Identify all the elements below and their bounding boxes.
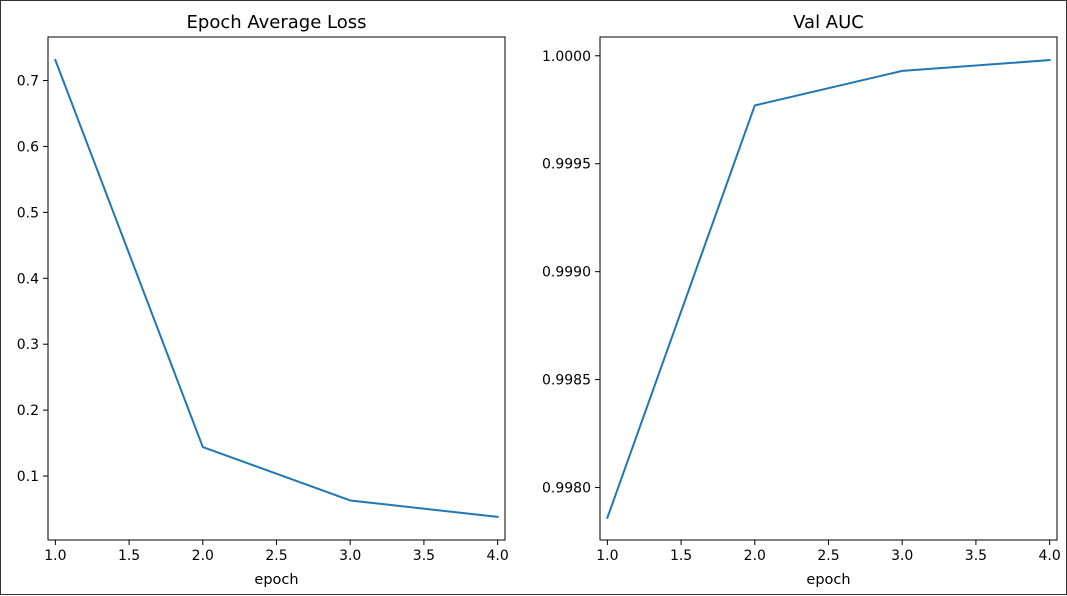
auc-chart-plot-area: [599, 36, 1058, 541]
loss-chart: Epoch Average Loss epoch 1.0 1.5 2.0 2.5 3.0…: [17, 12, 509, 588]
loss-chart-xtick-label: 2.0: [192, 548, 214, 564]
auc-chart-xtick-label: 3.5: [965, 548, 987, 564]
auc-chart-xtick-label: 3.0: [891, 548, 913, 564]
auc-chart-ytick-label: 0.9995: [542, 157, 591, 173]
loss-chart-xtick-label: 3.0: [339, 548, 361, 564]
loss-chart-xlabel: epoch: [254, 572, 298, 588]
auc-chart-xtick-label: 2.5: [817, 548, 839, 564]
auc-chart-ytick-label: 0.9980: [542, 481, 591, 497]
loss-chart-xtick-label: 4.0: [486, 548, 508, 564]
loss-chart-ytick-label: 0.3: [17, 337, 39, 353]
loss-chart-xtick-label: 1.5: [118, 548, 140, 564]
loss-chart-ytick-label: 0.2: [17, 403, 39, 419]
auc-chart-xtick-label: 2.0: [744, 548, 766, 564]
auc-chart-ytick-label: 1.0000: [542, 49, 591, 65]
loss-chart-series-line: [54, 58, 499, 519]
auc-chart-xtick-label: 1.5: [670, 548, 692, 564]
loss-chart-ytick-label: 0.4: [17, 271, 39, 287]
loss-chart-ytick-label: 0.1: [17, 469, 39, 485]
auc-chart: Val AUC epoch 1.0 1.5 2.0 2.5 3.0 3.5 4.0 0.998…: [542, 12, 1061, 588]
loss-chart-ytick-label: 0.6: [17, 139, 39, 155]
loss-chart-xtick-label: 2.5: [265, 548, 287, 564]
loss-chart-ytick-label: 0.5: [17, 205, 39, 221]
loss-chart-marks: 1.0 1.5 2.0 2.5 3.0 3.5 4.0 0.1 0.2 0.3 0.4 0.5 0.6 0…: [17, 58, 509, 564]
auc-chart-xtick-label: 1.0: [596, 548, 618, 564]
auc-chart-series-line: [606, 59, 1051, 520]
auc-chart-ytick-label: 0.9985: [542, 373, 591, 389]
loss-chart-ytick-label: 0.7: [17, 74, 39, 90]
auc-chart-xtick-label: 4.0: [1038, 548, 1060, 564]
auc-chart-ytick-label: 0.9990: [542, 265, 591, 281]
loss-chart-xtick-label: 3.5: [413, 548, 435, 564]
loss-chart-xtick-label: 1.0: [44, 548, 66, 564]
loss-chart-plot-area: [47, 36, 506, 541]
auc-chart-xlabel: epoch: [806, 572, 850, 588]
loss-chart-title: Epoch Average Loss: [187, 12, 367, 33]
auc-chart-title: Val AUC: [793, 12, 864, 33]
auc-chart-marks: 1.0 1.5 2.0 2.5 3.0 3.5 4.0 0.9980 0.9985 0.9990 0…: [542, 49, 1061, 564]
